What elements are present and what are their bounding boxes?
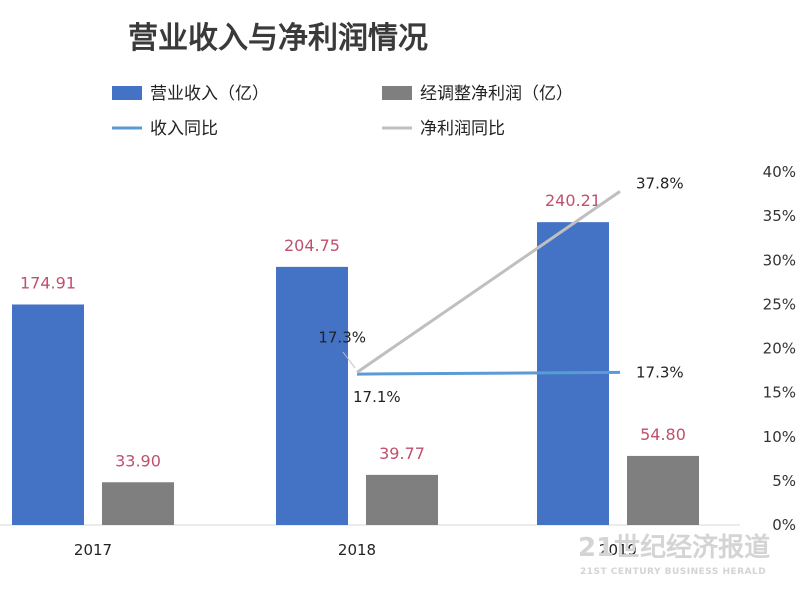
bar-revenue-2018: [276, 266, 348, 525]
data-label-revenue-2018: 204.75: [284, 236, 340, 255]
category-label-2019: 2019: [599, 541, 637, 559]
right-axis-tick-5: 25%: [763, 295, 796, 313]
x-axis: 2017 2018 2019: [74, 541, 637, 559]
line-profit-yoy: [356, 190, 621, 374]
bar-net-profit-2019: [627, 455, 699, 525]
watermark-subtext: 21ST CENTURY BUSINESS HERALD: [580, 567, 766, 577]
data-label-revenue-yoy-2018: 17.1%: [353, 388, 401, 406]
right-axis-tick-0: 0%: [772, 516, 796, 534]
data-label-revenue-2017: 174.91: [20, 273, 76, 292]
data-label-net-profit-2018: 39.77: [379, 444, 425, 463]
chart-title: 营业收入与净利润情况: [128, 21, 428, 56]
legend-label-revenue: 营业收入（亿）: [150, 84, 269, 104]
right-axis: 0% 5% 10% 15% 20% 25% 30% 35% 40%: [763, 163, 796, 534]
right-axis-tick-7: 35%: [763, 207, 796, 225]
legend-swatch-revenue: [112, 86, 142, 100]
legend-label-net-profit: 经调整净利润（亿）: [420, 84, 573, 104]
legend-label-profit-yoy: 净利润同比: [420, 119, 505, 139]
bar-net-profit-2017: [102, 482, 174, 525]
watermark: 21世纪经济报道 21ST CENTURY BUSINESS HERALD: [578, 532, 770, 577]
category-label-2017: 2017: [74, 541, 112, 559]
line-revenue-yoy: [356, 370, 621, 376]
category-label-2018: 2018: [338, 541, 376, 559]
data-label-net-profit-2019: 54.80: [640, 425, 686, 444]
right-axis-tick-4: 20%: [763, 340, 796, 358]
bar-revenue-2017: [12, 304, 84, 525]
right-axis-tick-6: 30%: [763, 251, 796, 269]
right-axis-tick-8: 40%: [763, 163, 796, 181]
data-label-revenue-yoy-2019: 17.3%: [636, 363, 684, 381]
watermark-text: 21世纪经济报道: [578, 532, 770, 563]
legend-swatch-net-profit: [382, 86, 412, 100]
leader-line-profit-yoy-2018: [342, 351, 356, 369]
right-axis-tick-2: 10%: [763, 428, 796, 446]
bar-net-profit-2018: [366, 474, 438, 525]
data-label-revenue-2019: 240.21: [545, 191, 601, 210]
legend-label-revenue-yoy: 收入同比: [150, 119, 218, 139]
data-label-net-profit-2017: 33.90: [115, 451, 161, 470]
right-axis-tick-3: 15%: [763, 384, 796, 402]
right-axis-tick-1: 5%: [772, 472, 796, 490]
data-label-profit-yoy-2019: 37.8%: [636, 174, 684, 192]
plot-area: 174.91 204.75 240.21 33.90 39.77 54.80 17.1% 17…: [0, 174, 740, 526]
data-label-profit-yoy-2018: 17.3%: [318, 328, 366, 346]
legend: 营业收入（亿） 经调整净利润（亿） 收入同比 净利润同比: [112, 84, 573, 139]
